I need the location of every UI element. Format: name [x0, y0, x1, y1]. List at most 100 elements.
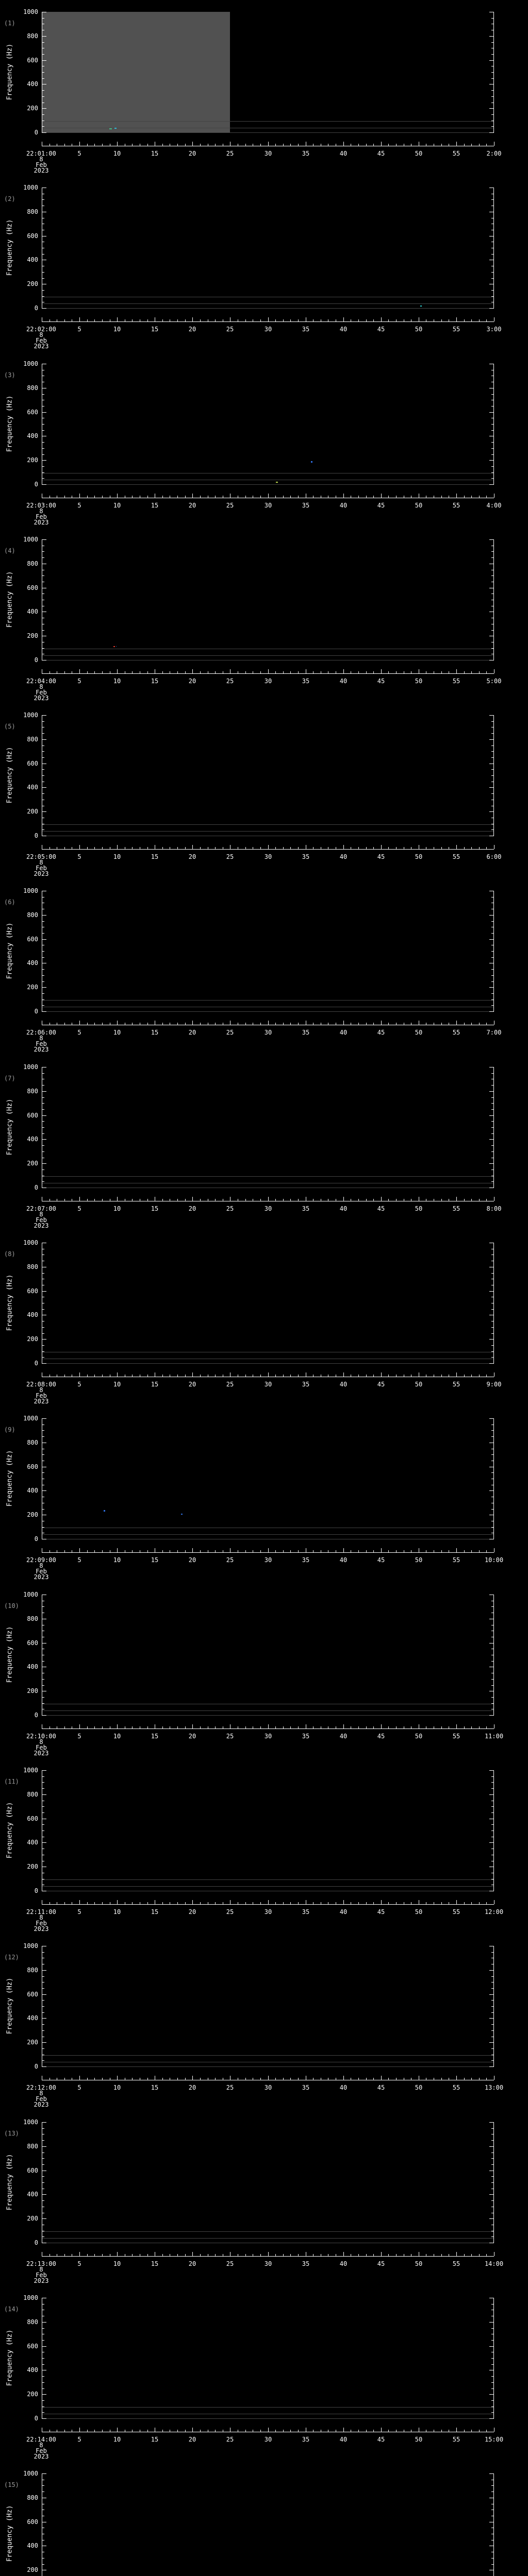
y-tick — [491, 1976, 493, 1977]
x-tick-label: 5 — [77, 1556, 81, 1564]
y-tick-label: 400 — [27, 256, 38, 263]
x-tick — [373, 847, 374, 849]
x-tick — [366, 671, 367, 673]
x-tick — [94, 1902, 95, 1904]
y-tick — [491, 2364, 493, 2365]
y-tick-label: 600 — [27, 1112, 38, 1119]
x-tick-label: 55 — [452, 2260, 460, 2267]
x-tick — [298, 847, 299, 849]
y-tick-label: 0 — [34, 1711, 38, 1719]
x-tick — [245, 1199, 246, 1201]
y-tick — [42, 1697, 44, 1698]
y-tick — [42, 1327, 44, 1328]
y-tick — [489, 1115, 493, 1116]
x-tick-label: 50 — [415, 2260, 423, 2267]
x-tick — [381, 2252, 382, 2256]
x-tick-label: 25 — [226, 1381, 234, 1388]
y-tick — [489, 2418, 493, 2419]
x-tick — [486, 1550, 487, 1552]
y-tick — [42, 1661, 44, 1662]
y-tick — [489, 1418, 493, 1419]
x-tick — [147, 1023, 148, 1025]
x-tick — [283, 319, 284, 321]
right-frequency-axis — [493, 2473, 494, 2576]
spectrogram-panel-5: (5) Frequency (Hz) 0 200 400 600 800 1000 22:05:… — [0, 703, 528, 879]
persistent-line-95hz — [42, 1000, 494, 1001]
x-tick — [162, 319, 163, 321]
right-frequency-axis — [493, 12, 494, 133]
x-tick-label: 40 — [339, 2260, 348, 2267]
start-time-label: 22:08:00 — [26, 1381, 56, 1388]
x-tick-label: 50 — [415, 150, 423, 157]
y-tick — [42, 460, 46, 461]
x-tick — [479, 144, 480, 146]
x-tick-label: 30 — [264, 1381, 272, 1388]
x-tick — [313, 496, 314, 498]
y-tick — [491, 2340, 493, 2341]
x-tick — [185, 144, 186, 146]
x-tick — [192, 1197, 193, 1201]
y-tick — [491, 951, 493, 952]
end-time-label: 14:00 — [484, 2260, 504, 2267]
event-marker — [181, 1513, 183, 1515]
y-tick — [42, 1824, 44, 1825]
y-tick — [491, 721, 493, 722]
x-tick — [373, 2430, 374, 2432]
x-tick — [486, 1023, 487, 1025]
spectrogram-panel-8: (8) Frequency (Hz) 0 200 400 600 800 1000 22:08:… — [0, 1231, 528, 1407]
date-label: Feb — [36, 161, 47, 168]
y-tick-label: 200 — [27, 1160, 38, 1167]
x-tick-label: 45 — [377, 1556, 385, 1564]
x-tick — [479, 1726, 480, 1728]
x-tick — [456, 1724, 457, 1728]
time-axis — [42, 321, 494, 322]
x-tick — [464, 1199, 465, 1201]
x-tick — [358, 1199, 359, 1201]
x-tick-label: 5 — [77, 1908, 81, 1916]
x-tick — [215, 1199, 216, 1201]
x-tick — [358, 671, 359, 673]
x-tick — [464, 671, 465, 673]
x-tick — [94, 1023, 95, 1025]
x-tick-label: 40 — [339, 853, 348, 860]
y-tick — [489, 2042, 493, 2043]
x-tick — [388, 1023, 389, 1025]
y-tick — [42, 254, 44, 255]
y-tick — [42, 296, 44, 297]
x-tick — [192, 1372, 193, 1377]
x-tick — [298, 1023, 299, 1025]
y-axis-title: Frequency (Hz) — [6, 43, 14, 100]
x-tick — [200, 2078, 201, 2080]
x-tick — [192, 2428, 193, 2432]
x-tick — [79, 2428, 80, 2432]
y-tick — [42, 1333, 44, 1334]
x-tick — [298, 1902, 299, 1904]
y-tick-label: 0 — [34, 832, 38, 839]
y-tick — [491, 2140, 493, 2141]
x-tick — [132, 1550, 133, 1552]
x-tick-label: 15 — [151, 2260, 159, 2267]
y-tick — [42, 1703, 44, 1704]
start-time-label: 22:01:00 — [26, 150, 56, 157]
x-tick — [94, 2430, 95, 2432]
event-marker — [103, 1510, 105, 1512]
date-label: 8 — [39, 859, 43, 866]
x-tick — [94, 1550, 95, 1552]
x-tick — [366, 1375, 367, 1377]
y-tick — [42, 2236, 44, 2237]
x-tick-label: 55 — [452, 150, 460, 157]
y-tick — [42, 484, 46, 485]
y-tick — [42, 2018, 46, 2019]
y-tick-label: 800 — [27, 1967, 38, 1974]
y-tick — [42, 811, 46, 812]
x-tick — [245, 847, 246, 849]
y-tick — [42, 981, 44, 982]
y-tick — [491, 557, 493, 558]
y-tick-label: 200 — [27, 1335, 38, 1343]
y-tick — [42, 551, 44, 552]
y-tick — [42, 60, 46, 61]
x-tick — [313, 2254, 314, 2256]
y-tick — [491, 1472, 493, 1473]
x-tick — [245, 1023, 246, 1025]
persistent-line-40hz — [42, 1710, 494, 1711]
